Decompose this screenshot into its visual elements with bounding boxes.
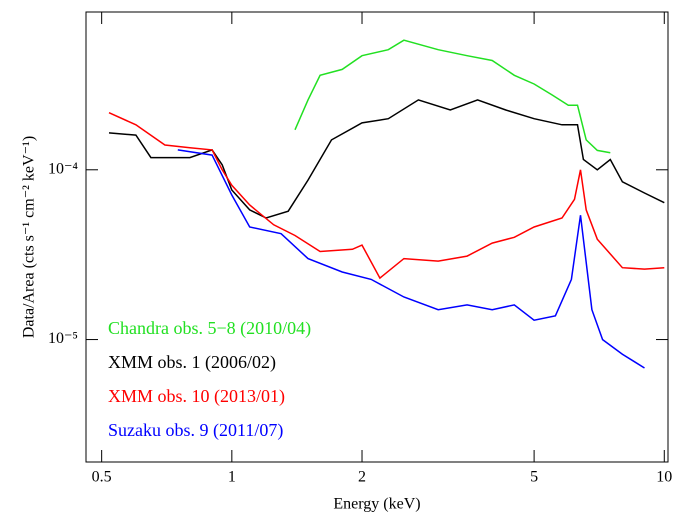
plot-frame (85, 11, 669, 463)
legend-entry: XMM obs. 10 (2013/01) (108, 386, 285, 407)
series-line (108, 112, 665, 280)
y-tick-label: 10⁻⁵ (48, 330, 78, 347)
legend-entry: Suzaku obs. 9 (2011/07) (108, 420, 283, 441)
x-tick-label: 5 (530, 469, 538, 486)
legend-entry: Chandra obs. 5−8 (2010/04) (108, 318, 311, 339)
x-tick-label: 10 (656, 469, 672, 486)
series-line (177, 149, 645, 369)
series-line (294, 39, 611, 154)
y-axis-label: Data/Area (cts s⁻¹ cm⁻² keV⁻¹) (21, 136, 38, 338)
x-tick-label: 2 (358, 469, 366, 486)
legend-entry: XMM obs. 1 (2006/02) (108, 352, 276, 373)
x-tick-label: 1 (228, 469, 236, 486)
x-axis-label: Energy (keV) (333, 496, 420, 513)
y-tick-label: 10⁻⁴ (48, 160, 78, 177)
series-line (108, 99, 665, 219)
x-tick-label: 0.5 (92, 469, 112, 486)
